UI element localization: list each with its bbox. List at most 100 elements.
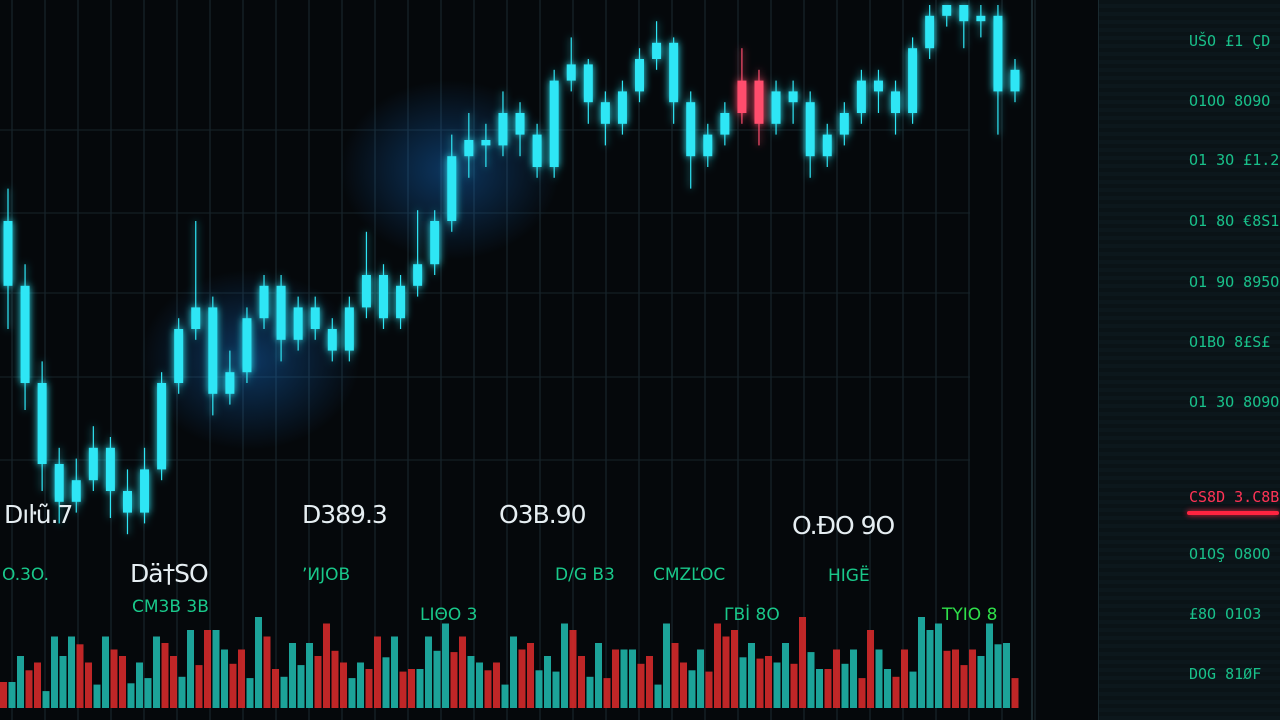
volume-bar — [493, 662, 500, 708]
volume-bar — [671, 643, 679, 708]
candle — [942, 5, 952, 27]
candle-body — [344, 307, 354, 351]
candle-body — [242, 318, 252, 373]
candle — [891, 80, 901, 135]
candle-body — [378, 275, 388, 319]
volume-bar — [229, 663, 237, 708]
candle — [88, 426, 98, 491]
price-label: O1 3O £1.21 — [1189, 151, 1280, 169]
candle-body — [3, 221, 13, 286]
volume-bar — [476, 662, 483, 708]
candle-body — [993, 15, 1003, 92]
volume-bar — [833, 649, 840, 708]
candle — [361, 231, 371, 319]
price-label: DOG 81ØF — [1189, 665, 1262, 683]
volume-bar — [212, 630, 220, 708]
volume-bar — [195, 665, 203, 708]
price-label: O1 8O €8S1 — [1189, 212, 1280, 230]
volume-bar — [705, 671, 713, 708]
candle-body — [225, 372, 235, 394]
candle-body — [669, 42, 679, 103]
candle — [856, 69, 866, 124]
overlay-green-label: CMZĽOC — [653, 565, 726, 585]
candle-body — [1010, 69, 1020, 92]
volume-bar — [875, 649, 883, 708]
volume-bar — [68, 636, 75, 708]
volume-bar — [187, 630, 194, 708]
candle-body — [788, 91, 798, 103]
volume-bar — [637, 663, 645, 708]
volume-bar — [348, 678, 356, 708]
candle — [669, 37, 679, 124]
volume-bar — [17, 656, 24, 708]
candle-body — [498, 113, 508, 146]
candle — [600, 91, 610, 146]
current-price-label: CS8D 3.C8B — [1189, 488, 1280, 506]
volume-bar — [0, 682, 7, 708]
candle-body — [703, 134, 713, 157]
overlay-green-label: CM3B 3B — [132, 597, 209, 617]
candle-body — [259, 285, 269, 319]
volume-bar — [688, 670, 696, 708]
candle-body — [327, 329, 337, 351]
volume-bar — [204, 630, 211, 708]
price-label: O1OŞ O8OO — [1189, 545, 1271, 563]
candle-body — [822, 134, 832, 157]
volume-bar — [382, 657, 390, 708]
candle — [788, 80, 798, 124]
volume-bar — [858, 678, 866, 708]
volume-bar — [773, 662, 781, 708]
volume-bar — [416, 669, 424, 708]
candle — [140, 447, 150, 524]
candle-body — [908, 48, 918, 114]
candle-body — [925, 15, 935, 49]
volume-bar — [884, 669, 891, 708]
candle — [122, 469, 132, 535]
candle — [54, 447, 64, 524]
candle-body — [37, 383, 47, 464]
volume-bar — [569, 630, 577, 708]
volume-bar — [144, 678, 152, 708]
candlestick-chart — [0, 0, 1036, 720]
volume-bar — [161, 643, 169, 708]
candle-body — [447, 156, 457, 221]
candle — [532, 123, 542, 178]
volume-bar — [484, 670, 492, 708]
volume-bar — [263, 636, 271, 708]
candle-body — [720, 113, 730, 135]
volume-bar — [272, 669, 279, 708]
volume-bar — [714, 623, 721, 708]
candle — [993, 5, 1003, 135]
price-label: £8O O1O3 — [1189, 605, 1262, 623]
candle-body — [873, 80, 883, 92]
volume-bar — [297, 665, 305, 708]
candle-body — [481, 140, 491, 146]
volume-bar — [663, 623, 670, 708]
volume-bar — [578, 656, 585, 708]
candle-body — [635, 59, 645, 92]
candle-body — [566, 64, 576, 81]
candle-body — [839, 113, 849, 135]
candle — [259, 275, 269, 329]
overlay-green-label: TYIO 8 — [942, 605, 998, 625]
volume-bar — [552, 671, 560, 708]
candle-body — [686, 102, 696, 157]
volume-bar — [926, 630, 934, 708]
candle-body — [208, 307, 218, 394]
candle — [378, 264, 388, 329]
candle — [908, 37, 918, 124]
price-label: UŠO £1 ÇD — [1189, 32, 1271, 50]
volume-bar — [340, 662, 347, 708]
volume-bar — [76, 644, 84, 708]
volume-bar — [943, 650, 951, 708]
volume-bar — [535, 670, 543, 708]
candle-body — [805, 102, 815, 157]
current-price-marker — [1187, 511, 1279, 515]
overlay-price-label: O.ÐO 9O — [792, 511, 895, 540]
candle — [925, 5, 935, 59]
candle — [396, 275, 406, 329]
candle — [105, 437, 115, 518]
volume-bar — [909, 671, 917, 708]
overlay-green-label: ʼИJOB — [302, 565, 351, 585]
volume-bar — [790, 663, 798, 708]
